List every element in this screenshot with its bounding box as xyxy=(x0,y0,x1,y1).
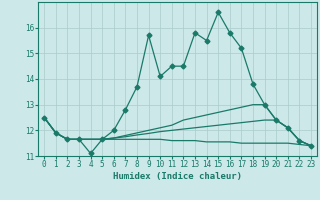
X-axis label: Humidex (Indice chaleur): Humidex (Indice chaleur) xyxy=(113,172,242,181)
